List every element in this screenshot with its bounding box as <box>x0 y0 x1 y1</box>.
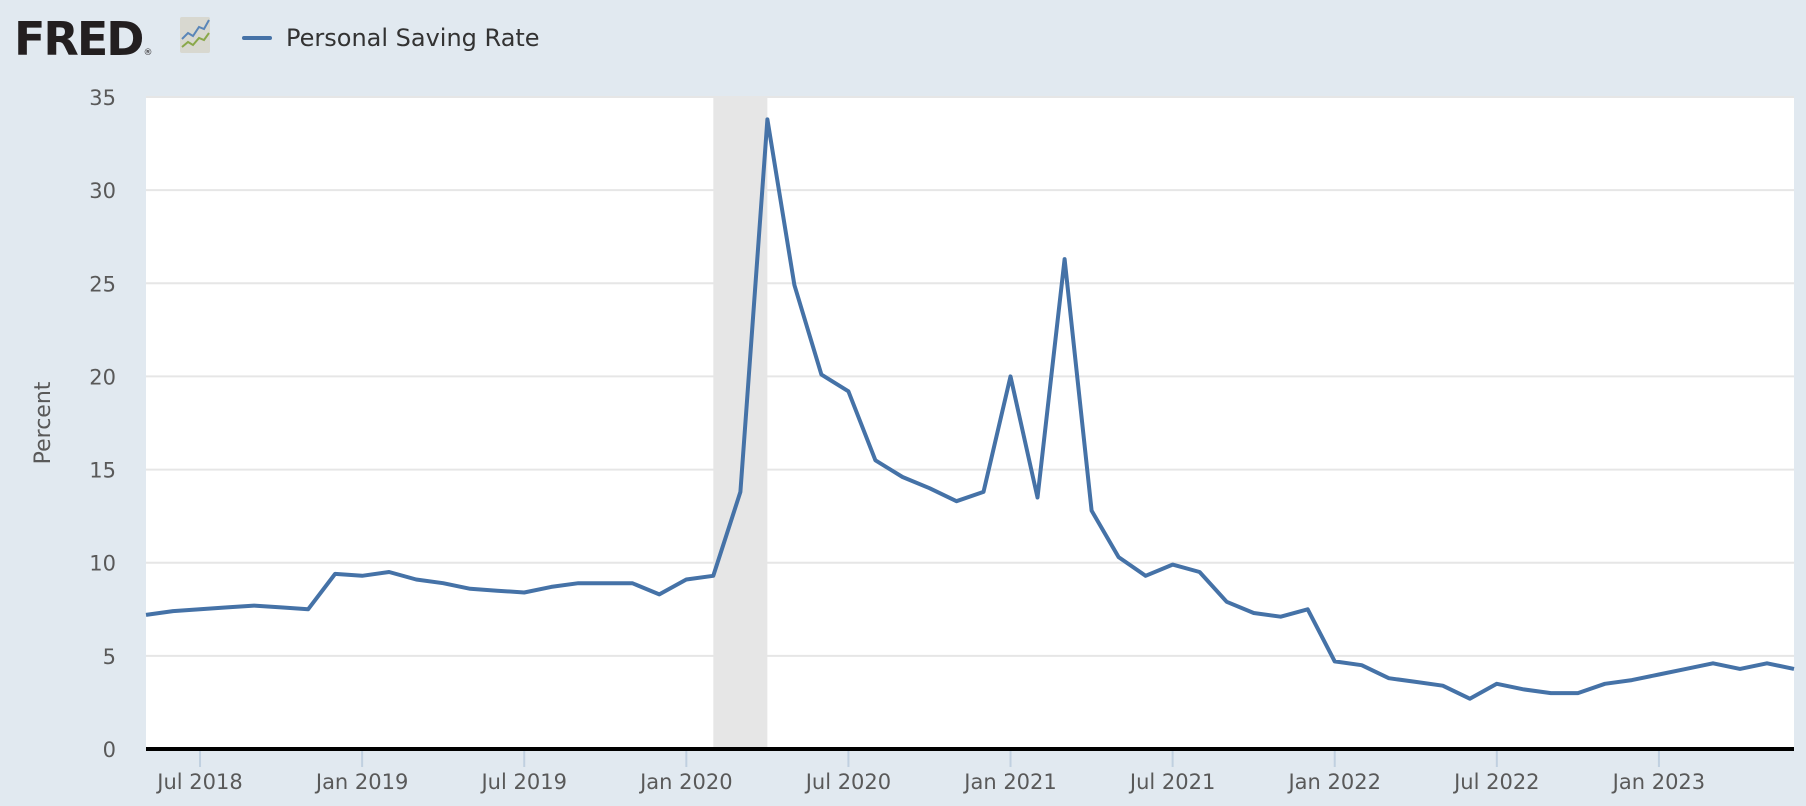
y-tick-label: 25 <box>89 272 116 296</box>
line-chart-icon <box>180 17 210 53</box>
chart-header: FRED ® Personal Saving Rate <box>0 0 1806 80</box>
x-tick-label: Jan 2021 <box>962 770 1057 794</box>
y-tick-label: 10 <box>89 552 116 576</box>
y-tick-label: 30 <box>89 179 116 203</box>
y-tick-label: 5 <box>103 645 116 669</box>
x-tick-label: Jul 2019 <box>479 770 566 794</box>
y-axis-ticks: 0 5 10 15 20 25 30 35 <box>89 86 116 762</box>
series-layer <box>145 117 1795 701</box>
gridlines <box>146 96 1794 657</box>
x-tick-label: Jul 2022 <box>1452 770 1539 794</box>
x-tick-label: Jan 2019 <box>314 770 409 794</box>
legend-swatch <box>242 36 272 40</box>
x-tick-label: Jan 2023 <box>1611 770 1706 794</box>
chart-legend[interactable]: Personal Saving Rate <box>242 22 540 54</box>
legend-label: Personal Saving Rate <box>286 24 540 52</box>
x-tick-label: Jul 2021 <box>1128 770 1215 794</box>
y-tick-label: 20 <box>89 365 116 389</box>
x-tick-label: Jul 2018 <box>155 770 242 794</box>
registered-mark: ® <box>143 48 153 58</box>
y-axis-label: Percent <box>31 381 56 464</box>
recession-band <box>713 97 768 749</box>
y-tick-label: 35 <box>89 86 116 110</box>
recession-shading-layer <box>713 97 768 749</box>
x-tick-label: Jan 2020 <box>638 770 733 794</box>
y-tick-label: 15 <box>89 459 116 483</box>
fred-logo-text: FRED <box>14 12 144 66</box>
x-axis-ticks: Jul 2018 Jan 2019 Jul 2019 Jan 2020 Jul 2020… <box>155 749 1705 794</box>
x-tick-label: Jul 2020 <box>804 770 891 794</box>
series-line-personal-saving-rate[interactable] <box>145 117 1795 701</box>
y-tick-label: 0 <box>103 738 116 762</box>
plot-area <box>146 97 1794 749</box>
x-tick-label: Jan 2022 <box>1286 770 1381 794</box>
fred-logo[interactable]: FRED ® <box>14 12 210 66</box>
